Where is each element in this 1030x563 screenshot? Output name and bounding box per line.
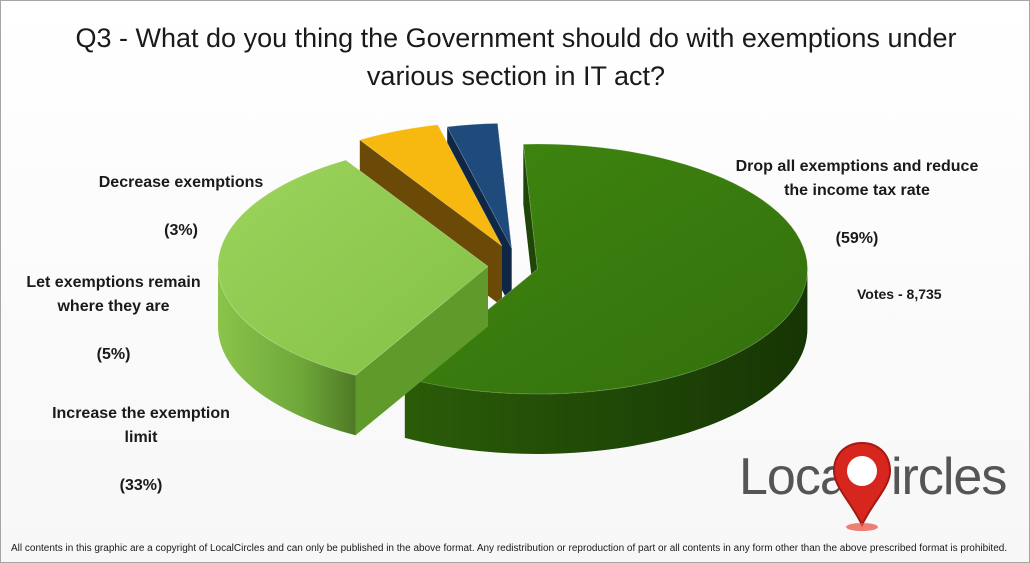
slice-top-drop-all	[404, 143, 808, 395]
slice-top-decrease	[446, 122, 512, 249]
location-pin-icon	[832, 441, 892, 531]
localcircles-logo: Local ircles	[739, 439, 1024, 534]
slice-label-increase-limit: Increase the exemption limit (33%)	[52, 405, 230, 494]
slice-side-drop-all-0	[404, 269, 808, 454]
slice-label-decrease: Decrease exemptions (3%)	[98, 174, 264, 239]
slice-label-drop-all: Drop all exemptions and reduce the incom…	[735, 158, 979, 247]
copyright-note: All contents in this graphic are a copyr…	[11, 543, 1008, 554]
chart-title: Q3 - What do you thing the Government sh…	[75, 23, 957, 91]
votes-count: Votes - 8,735	[857, 286, 942, 302]
slice-top-remain	[358, 124, 503, 247]
slice-label-remain: Let exemptions remain where they are (5%…	[26, 274, 201, 363]
slice-wall-increase-limit-0	[355, 266, 488, 436]
slice-top-increase-limit	[217, 159, 489, 376]
brand-text-ircles: ircles	[891, 448, 1007, 506]
slice-side-increase-limit-0	[218, 266, 356, 436]
